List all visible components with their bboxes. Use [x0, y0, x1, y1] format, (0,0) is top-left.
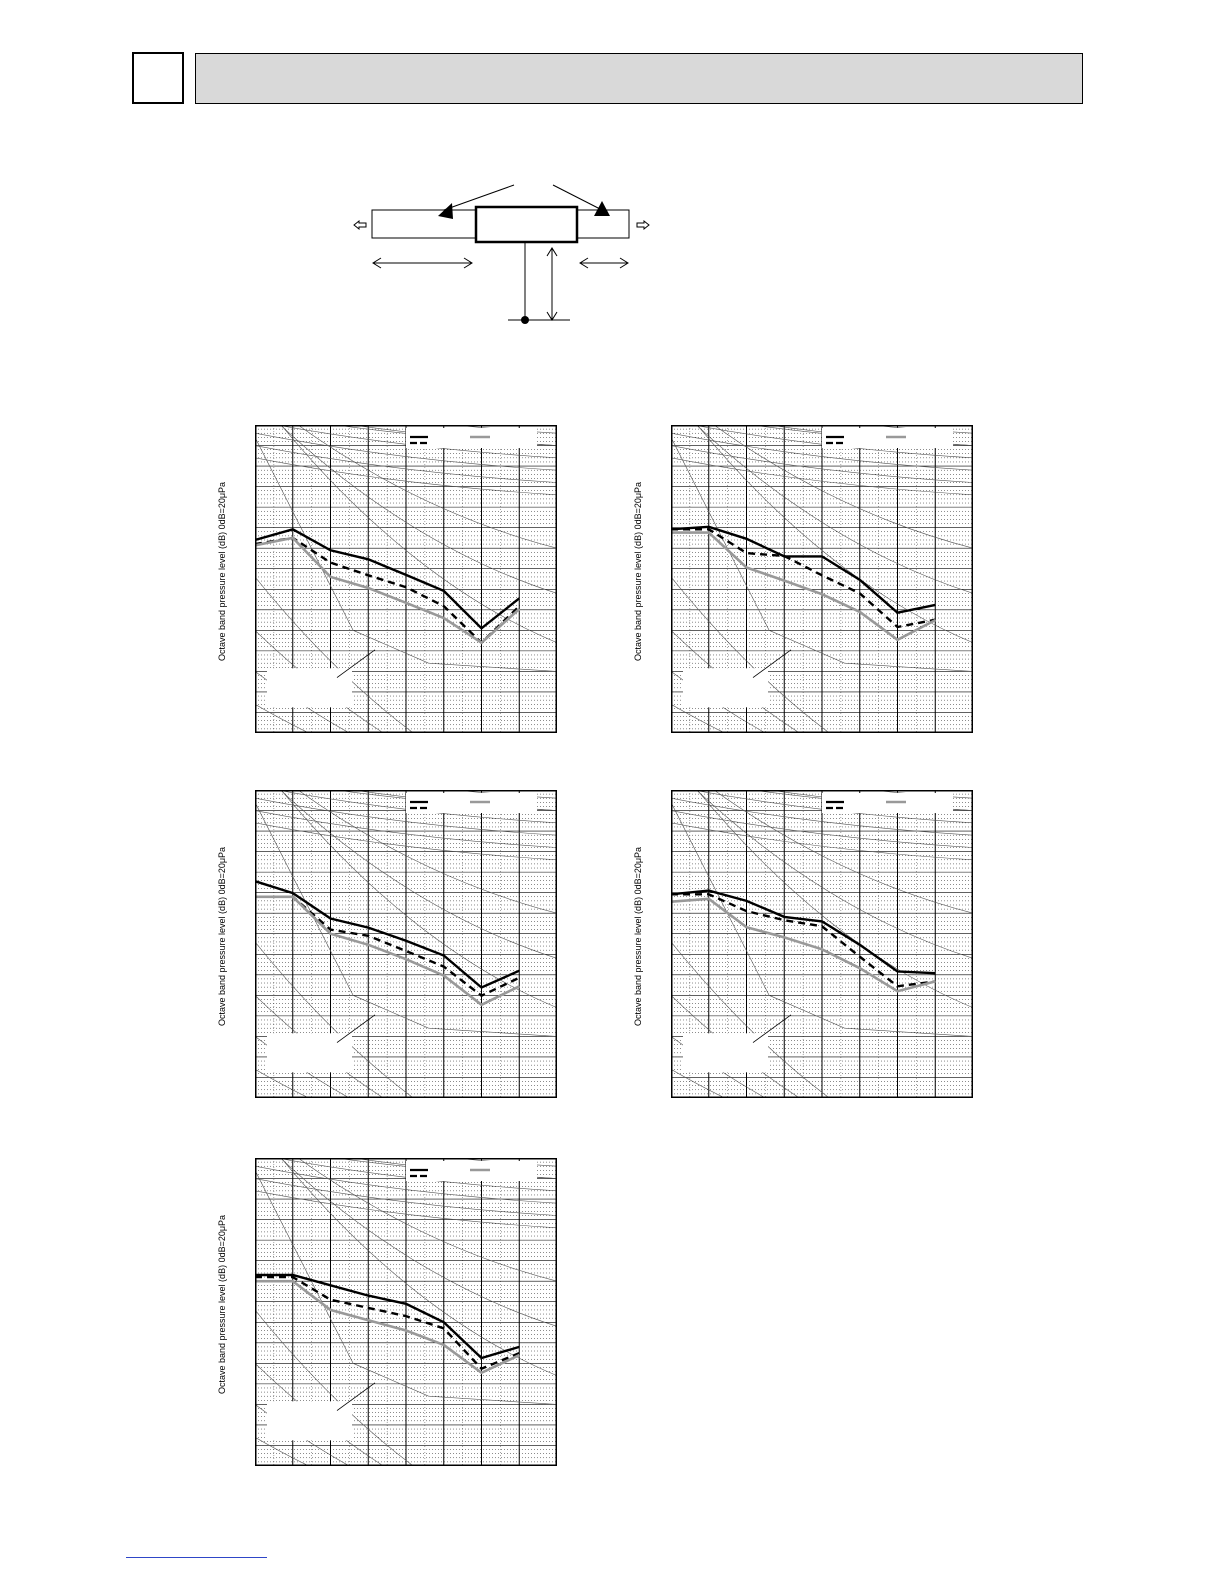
series-line-dashed-black — [255, 895, 520, 998]
nc-curve — [255, 1436, 310, 1466]
section-title-bar — [195, 53, 1083, 104]
nc-curve — [255, 1363, 385, 1466]
y-axis-label: Octave band pressure level (dB) 0dB=20μP… — [633, 846, 643, 1026]
nc-curve — [255, 1190, 557, 1229]
nc-curve — [280, 1158, 557, 1327]
series-line-solid-black — [255, 1273, 520, 1360]
nc-curve — [255, 445, 557, 483]
series-line-solid-black — [255, 880, 520, 989]
nc-curve — [255, 797, 557, 836]
microphone-marker-icon — [438, 203, 453, 219]
series-line-solid-black — [671, 525, 936, 614]
y-axis-label-wrap: Octave band pressure level (dB) 0dB=20μP… — [633, 847, 649, 1216]
footer-link-underline — [126, 1557, 267, 1558]
nc-label-box — [683, 1033, 768, 1073]
microphone-marker-icon — [594, 201, 610, 216]
nc-curve — [297, 790, 557, 914]
nc-curve — [671, 703, 726, 733]
arrow-left-icon — [353, 219, 367, 231]
nc-curve — [255, 703, 310, 733]
nc-curve — [255, 995, 385, 1098]
y-axis-label-wrap: Octave band pressure level (dB) 0dB=20μP… — [217, 847, 233, 1216]
nc-curve — [297, 425, 557, 549]
plot-frame — [255, 425, 557, 733]
octave-band-chart-4 — [671, 790, 973, 1098]
octave-band-chart-1 — [255, 425, 557, 733]
octave-band-chart-3 — [255, 790, 557, 1098]
octave-band-chart-2 — [671, 425, 973, 733]
section-number-box — [132, 52, 184, 104]
octave-band-chart-5 — [255, 1158, 557, 1466]
nc-curve — [280, 1158, 557, 1376]
outlet-duct — [371, 209, 477, 239]
nc-label-box — [267, 1401, 352, 1441]
series-line-dashed-black — [255, 1275, 520, 1371]
plot-frame — [255, 1158, 557, 1466]
series-line-dashed-black — [671, 528, 936, 629]
arrow-left-icon — [636, 219, 650, 231]
nc-curve — [255, 630, 385, 733]
y-axis-label-wrap: Octave band pressure level (dB) 0dB=20μP… — [633, 482, 649, 851]
nc-curve — [255, 822, 557, 861]
nc-curve — [671, 797, 973, 836]
series-line-solid-gray — [671, 531, 936, 642]
nc-curve — [671, 995, 801, 1098]
series-line-solid-black — [671, 889, 936, 975]
nc-curve — [280, 425, 557, 594]
nc-curve — [255, 432, 557, 471]
nc-curve — [671, 630, 801, 733]
plot-frame — [255, 790, 557, 1098]
nc-curve — [255, 810, 557, 848]
nc-curve — [255, 1068, 310, 1098]
y-axis-label-wrap: Octave band pressure level (dB) 0dB=20μP… — [217, 482, 233, 851]
nc-curve — [671, 1068, 726, 1098]
nc-curve — [255, 1165, 557, 1204]
nc-curve — [297, 1158, 557, 1282]
y-axis-label: Octave band pressure level (dB) 0dB=20μP… — [633, 481, 643, 661]
nc-curve — [280, 790, 557, 959]
nc-pointer-line — [752, 649, 792, 678]
threshold-curve — [255, 437, 557, 672]
y-axis-label-wrap: Octave band pressure level (dB) 0dB=20μP… — [217, 1215, 233, 1584]
nc-curve — [696, 790, 973, 1008]
nc-curve — [255, 457, 557, 496]
nc-label-box — [683, 668, 768, 708]
nc-pointer-line — [336, 649, 376, 678]
nc-curve — [713, 790, 973, 914]
series-line-solid-gray — [671, 897, 936, 993]
y-axis-label: Octave band pressure level (dB) 0dB=20μP… — [217, 481, 227, 661]
nc-curve — [280, 790, 557, 1008]
measurement-diagram — [353, 184, 650, 324]
nc-label-box — [267, 668, 352, 708]
nc-curve — [671, 432, 973, 471]
nc-curve — [671, 822, 973, 861]
series-line-solid-gray — [255, 1279, 520, 1375]
nc-pointer-line — [336, 1014, 376, 1043]
series-line-solid-black — [255, 528, 521, 630]
plot-frame — [671, 790, 973, 1098]
threshold-curve — [255, 802, 557, 1037]
threshold-curve — [255, 1170, 557, 1405]
plot-frame — [671, 425, 973, 733]
series-line-solid-gray — [255, 895, 520, 1007]
nc-pointer-line — [752, 1014, 792, 1043]
nc-curve — [671, 445, 973, 483]
nc-pointer-line — [336, 1382, 376, 1411]
nc-curve — [671, 457, 973, 496]
nc-curve — [255, 1178, 557, 1216]
y-axis-label: Octave band pressure level (dB) 0dB=20μP… — [217, 846, 227, 1026]
measurement-point-icon — [521, 316, 529, 324]
nc-curve — [671, 810, 973, 848]
nc-curve — [696, 425, 973, 643]
nc-curve — [696, 425, 973, 594]
series-line-dashed-black — [671, 893, 936, 988]
nc-curve — [713, 425, 973, 549]
nc-curve — [696, 790, 973, 959]
nc-label-box — [267, 1033, 352, 1073]
nc-curve — [280, 425, 557, 643]
threshold-curve — [671, 437, 973, 672]
indoor-unit — [474, 205, 579, 244]
series-line-solid-gray — [255, 536, 521, 645]
y-axis-label: Octave band pressure level (dB) 0dB=20μP… — [217, 1214, 227, 1394]
